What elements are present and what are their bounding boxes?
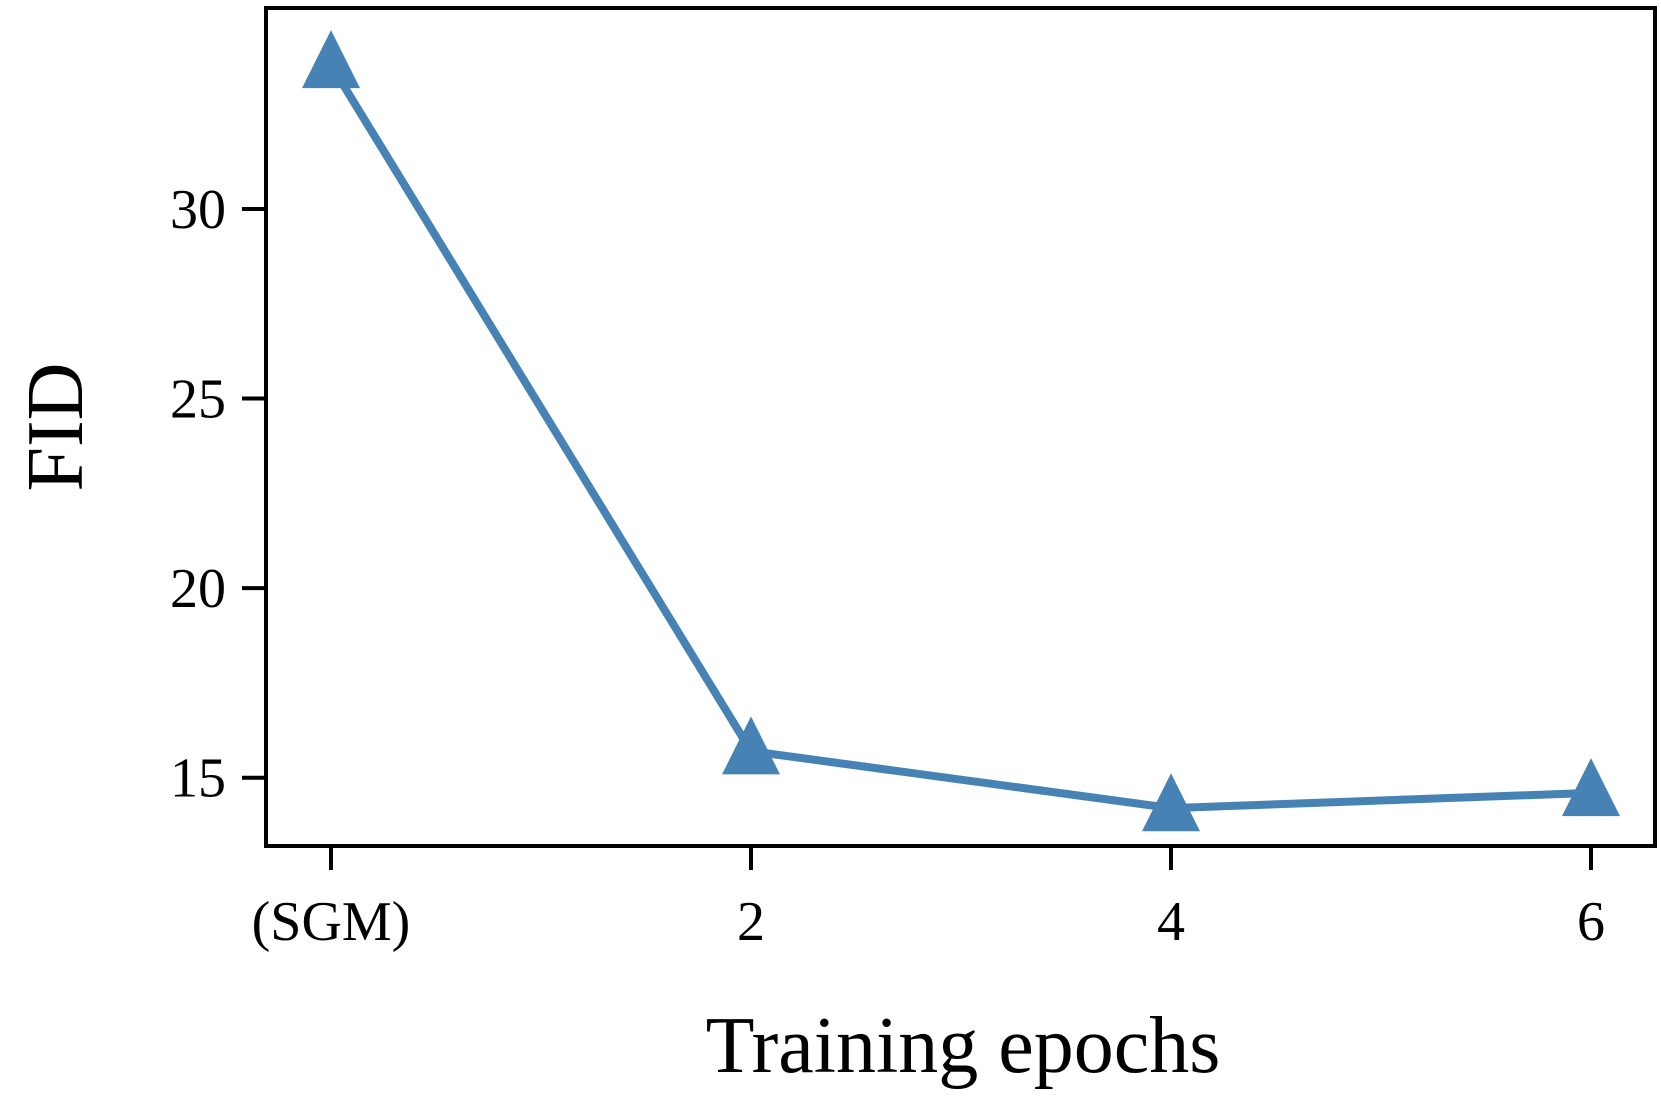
- y-axis-ticks: 15 20 25 30: [170, 179, 266, 810]
- y-tick-label: 15: [170, 748, 226, 810]
- y-tick-label: 30: [170, 179, 226, 241]
- data-point-marker: [1562, 758, 1620, 817]
- y-tick-label: 20: [170, 558, 226, 620]
- plot-frame: [264, 6, 1657, 848]
- series-group: [302, 30, 1620, 832]
- y-tick-label: 25: [170, 369, 226, 431]
- x-tick-label: (SGM): [252, 891, 411, 953]
- y-axis-title: FID: [12, 363, 100, 492]
- x-tick-label: 6: [1577, 891, 1605, 953]
- x-tick-label: 2: [737, 891, 765, 953]
- x-axis-title: Training epochs: [706, 1002, 1221, 1090]
- x-axis-ticks: (SGM) 2 4 6: [252, 846, 1605, 953]
- data-point-marker: [722, 716, 780, 775]
- x-tick-label: 4: [1157, 891, 1185, 953]
- data-point-marker: [1142, 773, 1200, 832]
- series-line: [327, 62, 1592, 813]
- data-point-marker: [302, 30, 360, 89]
